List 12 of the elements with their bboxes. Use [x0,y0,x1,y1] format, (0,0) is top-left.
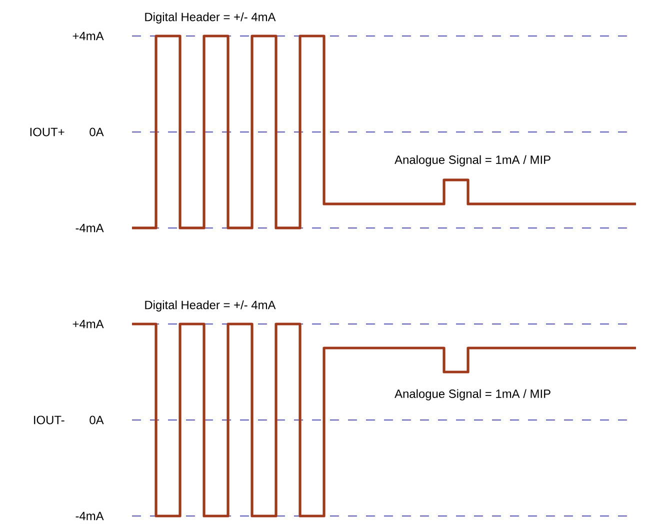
y-tick-label: -4mA [76,224,104,232]
y-tick-label: +4mA [72,32,104,40]
y-tick-label: 0A [90,128,104,136]
y-tick-label: 0A [90,416,104,424]
y-axis-title: IOUT- [34,416,64,424]
annotation: Analogue Signal = 1mA / MIP [394,389,550,400]
y-axis-title: IOUT+ [30,128,64,136]
y-tick-label: -4mA [76,512,104,520]
annotation: Analogue Signal = 1mA / MIP [394,155,550,166]
text: Digital Header = +/- 4mA [145,12,276,24]
text: Digital Header = +/- 4mA [145,300,276,312]
y-tick-label: +4mA [72,320,104,328]
